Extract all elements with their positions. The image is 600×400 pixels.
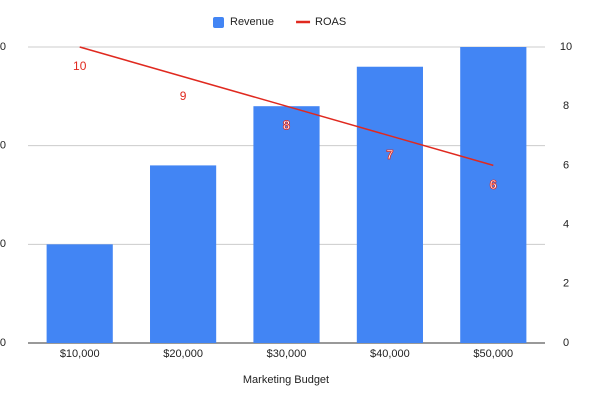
x-tick-label: $50,000 (473, 348, 513, 360)
legend-label: Revenue (230, 16, 274, 28)
legend-label: ROAS (315, 16, 346, 28)
x-axis-title: Marketing Budget (243, 374, 329, 386)
data-label: 8 (283, 118, 290, 133)
x-tick-label: $20,000 (163, 348, 203, 360)
x-tick-label: $30,000 (267, 348, 307, 360)
y-tick-label: $200,000 (0, 140, 6, 152)
x-tick-label: $10,000 (60, 348, 100, 360)
legend-swatch (213, 17, 224, 28)
bar (150, 165, 217, 343)
x-tick-label: $40,000 (370, 348, 410, 360)
bar (46, 244, 113, 343)
data-label: 7 (386, 147, 393, 162)
y2-tick-label: 8 (563, 100, 569, 112)
bar (460, 47, 527, 343)
data-label: 6 (490, 177, 497, 192)
y2-tick-label: 4 (563, 219, 569, 231)
line (79, 46, 494, 167)
data-label: 9 (180, 89, 187, 103)
y-tick-label: $300,000 (0, 41, 6, 53)
bar (253, 106, 320, 343)
y2-tick-label: 6 (563, 159, 569, 171)
y2-tick-label: 10 (560, 41, 572, 53)
y2-tick-label: 2 (563, 278, 569, 290)
y-tick-label: $100,000 (0, 238, 6, 250)
y-tick-label: $0 (0, 337, 6, 349)
y2-tick-label: 0 (563, 337, 569, 349)
data-label: 10 (73, 59, 87, 73)
bar (356, 66, 423, 343)
